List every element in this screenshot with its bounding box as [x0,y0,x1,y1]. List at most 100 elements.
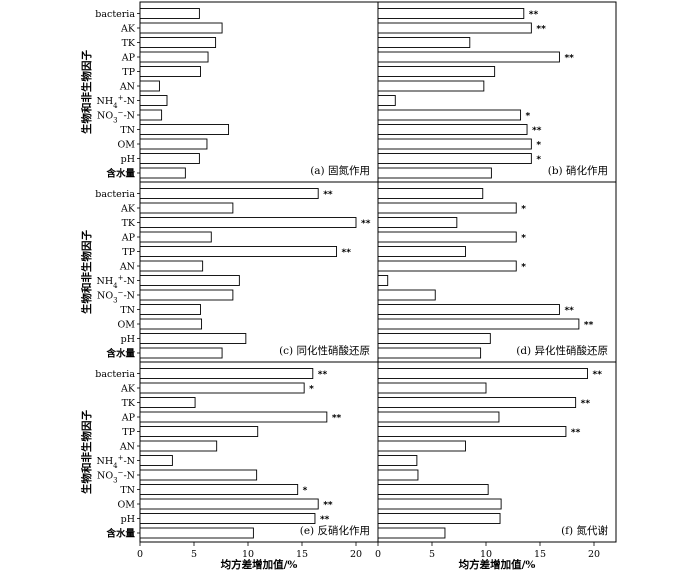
category-label: bacteria [95,369,135,380]
category-label: AP [121,413,136,424]
x-tick-label: 15 [296,549,308,560]
bar [377,109,522,121]
category-label: NH4+-N [97,454,135,470]
bar [139,246,338,257]
category-label: AN [119,82,135,93]
bar [377,426,567,437]
significance-label: * [536,141,541,151]
panel-f: ** ** ** (f) 氮代谢 0 5 10 15 20 [375,361,617,560]
x-axis-title: 均方差增加值/% [221,558,298,571]
bar [377,66,496,77]
bar [377,51,560,63]
bar [139,153,200,164]
bar [377,527,446,539]
significance-label: ** [323,501,333,511]
significance-label: ** [564,306,574,316]
category-label: bacteria [95,9,135,20]
significance-label: ** [571,428,581,438]
category-label: AN [119,262,135,273]
x-tick-label: 0 [137,549,143,560]
category-label: 含水量 [105,348,135,360]
bar [139,333,247,344]
bar [377,397,577,408]
bar [139,124,230,135]
category-label: NH4+-N [97,94,135,110]
category-label: AN [119,442,135,453]
significance-label: ** [361,219,371,229]
panel-e: **********bacteriaAKTKAPTPANNH4+-NNO3−-N… [95,361,379,560]
bar [377,304,560,315]
bar [139,167,186,179]
category-label: TP [122,247,135,258]
bar [377,513,501,524]
bar [139,469,258,481]
category-label: TP [122,67,135,78]
bar [377,167,492,179]
x-axis-title: 均方差增加值/% [459,558,536,571]
category-label: NH4+-N [97,274,135,290]
significance-label: ** [529,10,539,20]
bar [139,527,254,539]
x-tick-label: 10 [480,549,492,560]
significance-label: ** [332,414,342,424]
category-label: AP [121,53,136,64]
bar [139,426,259,437]
bar [139,304,201,315]
bar [377,289,436,301]
bar [377,382,487,394]
category-label: AK [120,384,136,395]
bar [377,455,418,466]
bar [139,51,209,63]
bar [139,455,173,466]
y-axis-title: 生物和非生物因子 [80,230,93,314]
significance-label: ** [342,248,352,258]
panel-label: (f) 氮代谢 [561,524,608,537]
panel-b: ***********(b) 硝化作用 [377,1,617,183]
significance-label: ** [584,321,594,331]
bar [377,22,532,34]
category-label: TN [120,305,135,316]
bar [139,231,212,243]
category-label: TK [122,398,136,409]
bar [139,484,299,495]
significance-label: ** [323,190,333,200]
bar [139,37,217,48]
category-label: OM [117,140,135,151]
x-tick-label: 0 [375,549,381,560]
bar [139,318,203,330]
bar [139,260,204,272]
significance-label: * [521,234,526,244]
bar [139,202,234,214]
bar [377,260,517,272]
bar [377,231,517,243]
bar [377,333,491,344]
bar [377,246,466,257]
bar [139,8,200,19]
bar [139,188,319,199]
significance-label: ** [536,25,546,35]
category-label: pH [121,514,135,525]
panel-label: (e) 反硝化作用 [300,524,370,537]
bar [139,498,319,510]
bar [139,382,305,394]
bar [377,8,525,19]
significance-label: * [536,155,541,165]
bar [139,22,223,34]
category-label: TK [122,38,136,49]
bar [139,109,163,121]
x-tick-label: 5 [429,549,435,560]
bar [139,138,208,150]
bar [139,397,196,408]
bar [139,66,201,77]
category-label: NO3−-N [97,469,135,485]
significance-label: ** [581,399,591,409]
significance-label: * [526,112,531,122]
bar [377,318,580,330]
category-label: pH [121,154,135,165]
category-label: TN [120,125,135,136]
category-label: TN [120,485,135,496]
bar [139,275,240,286]
x-tick-label: 10 [242,549,254,560]
